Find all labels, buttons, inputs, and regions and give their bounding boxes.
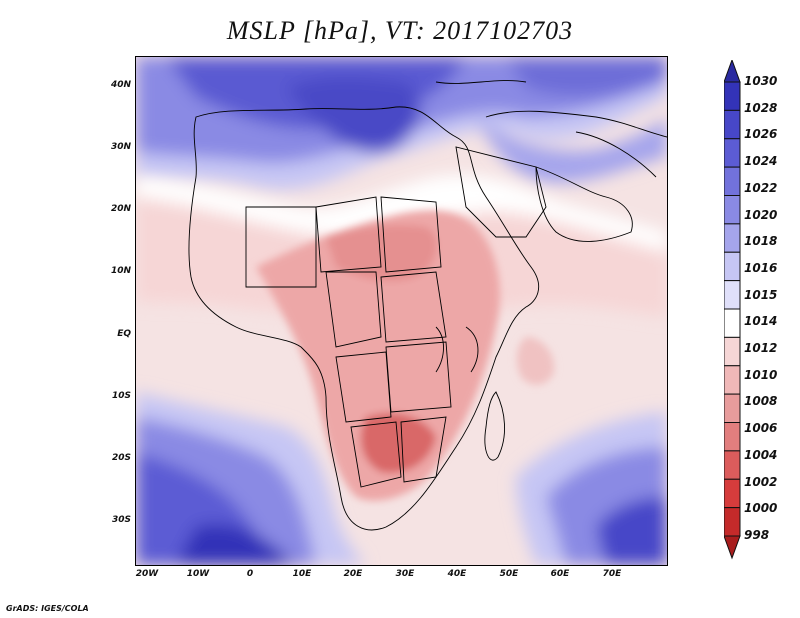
colorbar-swatch: [724, 393, 741, 423]
colorbar-swatch: [724, 223, 741, 253]
x-tick-label: 20W: [135, 569, 159, 579]
colorbar-legend: 1030 1028 1026 1024 1022 1020 1018 1016 1015 1014…: [724, 60, 800, 560]
colorbar-level-label: 1012: [744, 341, 778, 356]
pressure-map[interactable]: [135, 56, 668, 566]
colorbar-level-label: 1030: [744, 74, 778, 88]
colorbar-top-arrow: [724, 60, 741, 83]
x-tick-label: 10E: [292, 569, 312, 579]
y-tick-label: EQ: [117, 329, 131, 339]
colorbar-swatch: [724, 81, 741, 111]
y-tick-label: 20N: [110, 204, 131, 214]
colorbar-level-label: 1020: [744, 207, 778, 222]
colorbar-swatch: [724, 365, 741, 395]
colorbar-swatch: [724, 109, 741, 140]
y-tick-label: 40N: [110, 80, 131, 90]
colorbar-level-label: 1014: [744, 314, 778, 329]
y-tick-label: 30S: [111, 515, 131, 525]
x-tick-label: 20E: [343, 569, 363, 579]
x-tick-label: 60E: [550, 569, 570, 579]
colorbar-swatch: [724, 450, 741, 480]
colorbar-swatch: [724, 478, 741, 509]
colorbar-swatch: [724, 166, 741, 196]
colorbar-level-label: 1006: [744, 421, 778, 436]
colorbar-level-label: 1010: [744, 367, 778, 382]
south-high-band: [136, 392, 667, 565]
colorbar-level-label: 1018: [744, 234, 778, 249]
pressure-field: [136, 57, 667, 565]
colorbar-level-label: 1022: [744, 180, 778, 195]
colorbar-swatch: [724, 308, 741, 338]
y-tick-label: 10N: [110, 266, 131, 276]
colorbar-level-label: 1026: [744, 127, 778, 142]
colorbar-level-label: 1008: [744, 394, 778, 409]
colorbar-swatch: [724, 195, 741, 225]
x-tick-label: 30E: [395, 569, 415, 579]
colorbar-level-label: 1000: [744, 501, 778, 516]
colorbar-level-label: 1015: [744, 287, 778, 302]
y-tick-label: 10S: [111, 391, 131, 401]
land-low: [256, 210, 555, 501]
colorbar-swatch: [724, 422, 741, 452]
x-tick-label: 50E: [499, 569, 519, 579]
colorbar-graphic: [724, 60, 741, 560]
colorbar-swatch: [724, 138, 741, 168]
credit-text: GrADS: IGES/COLA: [6, 604, 89, 613]
colorbar-level-label: 1016: [744, 260, 778, 275]
colorbar-swatch: [724, 507, 741, 537]
coastlines: [188, 80, 667, 531]
y-tick-label: 20S: [111, 453, 131, 463]
colorbar-bottom-arrow: [724, 535, 741, 560]
colorbar-swatch: [724, 336, 741, 367]
x-tick-label: 40E: [447, 569, 467, 579]
colorbar-level-label: 1028: [744, 100, 778, 115]
north-high-band: [136, 57, 667, 190]
y-tick-label: 30N: [110, 142, 131, 152]
colorbar-level-label: 1002: [744, 474, 778, 489]
map-title: MSLP [hPa], VT: 2017102703: [226, 16, 574, 45]
x-tick-label: 70E: [602, 569, 622, 579]
colorbar-swatch: [724, 251, 741, 282]
x-tick-label: 0: [246, 569, 254, 579]
colorbar-level-label: 1004: [744, 447, 778, 462]
x-tick-label: 10W: [186, 569, 210, 579]
colorbar-swatch: [724, 280, 741, 310]
colorbar-level-label: 998: [744, 528, 770, 542]
colorbar-level-label: 1024: [744, 154, 778, 169]
